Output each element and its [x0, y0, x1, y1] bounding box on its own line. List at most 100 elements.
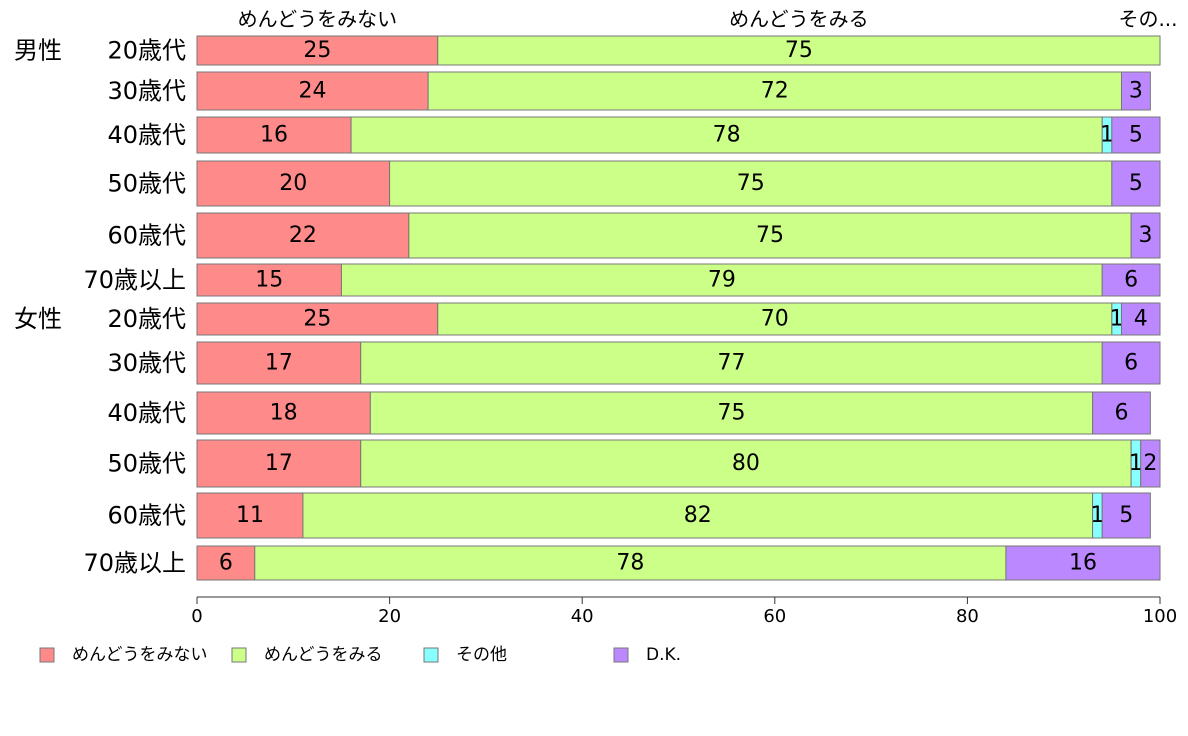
legend-swatch — [231, 647, 247, 663]
data-label: 1 — [1100, 123, 1114, 148]
bar-segment — [427, 71, 1122, 111]
bar-segment — [196, 302, 439, 336]
x-axis: 0 20 40 60 80 100 — [191, 596, 1177, 627]
legend-label: めんどうをみない — [72, 645, 208, 665]
bar-segment — [196, 341, 362, 385]
data-label: 11 — [236, 503, 264, 528]
data-label: 6 — [1124, 268, 1138, 293]
data-label: 3 — [1139, 223, 1153, 248]
x-tick-label: 20 — [378, 606, 401, 627]
bar-segment — [196, 439, 362, 488]
data-label: 2 — [1143, 451, 1157, 476]
row-label: 70歳以上 — [83, 266, 186, 294]
bar-segment — [437, 302, 1113, 336]
data-label: 5 — [1129, 123, 1143, 148]
data-label: 80 — [732, 451, 760, 476]
data-label: 1 — [1110, 307, 1124, 332]
data-label: 18 — [270, 401, 298, 426]
row-label: 50歳代 — [107, 170, 186, 198]
top-label-2: めんどうをみる — [729, 7, 868, 31]
bar-segment — [360, 439, 1132, 488]
data-label: 78 — [616, 551, 644, 576]
x-tick-label: 100 — [1143, 606, 1177, 627]
data-label: 25 — [303, 38, 331, 63]
bar-segment — [1101, 492, 1151, 539]
data-label: 20 — [279, 171, 307, 196]
row-label: 30歳代 — [107, 349, 186, 377]
bar-segment — [1092, 391, 1151, 435]
bar-segment — [369, 391, 1094, 435]
data-label: 77 — [717, 351, 745, 376]
data-label: 24 — [299, 79, 327, 104]
bar-segment — [408, 212, 1132, 259]
bar-segment — [196, 160, 391, 207]
bar-segment — [1005, 545, 1161, 581]
data-label: 25 — [303, 307, 331, 332]
data-label: 70 — [761, 307, 789, 332]
legend-label: めんどうをみる — [264, 645, 383, 665]
bar-segment — [340, 263, 1103, 297]
row-label: 40歳代 — [107, 399, 186, 427]
bar-segment — [196, 116, 352, 154]
data-label: 75 — [785, 38, 813, 63]
row-label: 70歳以上 — [83, 549, 186, 577]
data-label: 6 — [1114, 401, 1128, 426]
bar-segment — [1101, 341, 1161, 385]
data-label: 72 — [761, 79, 789, 104]
bar-segment — [1120, 302, 1161, 336]
legend-label: その他 — [456, 645, 507, 665]
row-label: 50歳代 — [107, 450, 186, 478]
data-label: 3 — [1129, 79, 1143, 104]
bar-segment — [196, 545, 256, 581]
data-label: 4 — [1134, 307, 1148, 332]
row-label: 30歳代 — [107, 77, 186, 105]
data-label: 16 — [1069, 551, 1097, 576]
bar-segment — [350, 116, 1103, 154]
legend-swatch — [39, 647, 55, 663]
group-label: 男性 — [14, 37, 62, 65]
x-tick-label: 40 — [571, 606, 594, 627]
legend: めんどうをみない めんどうをみる その他 D.K. — [39, 645, 681, 665]
legend-swatch — [423, 647, 439, 663]
data-label: 75 — [717, 401, 745, 426]
data-label: 79 — [708, 268, 736, 293]
data-label: 75 — [756, 223, 784, 248]
bar-segment — [360, 341, 1103, 385]
top-label-1: めんどうをみない — [238, 7, 397, 31]
data-label: 17 — [265, 351, 293, 376]
top-labels: めんどうをみない めんどうをみる その... — [238, 7, 1178, 31]
row-label: 20歳代 — [107, 305, 186, 333]
bar-segment — [437, 35, 1161, 66]
data-label: 6 — [1124, 351, 1138, 376]
data-label: 1 — [1090, 503, 1104, 528]
data-label: 17 — [265, 451, 293, 476]
row-labels: 20歳代 30歳代 40歳代 50歳代 60歳代 70歳以上 20歳代 30歳代 40歳代 50歳… — [14, 37, 186, 578]
row-label: 20歳代 — [107, 37, 186, 65]
legend-swatch — [613, 647, 629, 663]
x-tick-label: 60 — [763, 606, 786, 627]
row-label: 60歳代 — [107, 222, 186, 250]
legend-label: D.K. — [646, 645, 681, 665]
bar-segment — [1130, 212, 1161, 259]
bar-segment — [1101, 263, 1161, 297]
bar-segment — [196, 212, 410, 259]
bar-segment — [1111, 160, 1161, 207]
data-label: 1 — [1129, 451, 1143, 476]
bar-segment — [1111, 116, 1161, 154]
bar-segment — [196, 71, 429, 111]
data-label: 6 — [219, 551, 233, 576]
data-label: 16 — [260, 123, 288, 148]
bar-segment — [1120, 71, 1151, 111]
bar-segment — [196, 391, 371, 435]
data-label: 15 — [255, 268, 283, 293]
data-label: 82 — [684, 503, 712, 528]
data-label: 5 — [1119, 503, 1133, 528]
bar-segment — [196, 35, 439, 66]
top-label-3: その... — [1118, 7, 1177, 31]
row-label: 40歳代 — [107, 121, 186, 149]
data-label: 78 — [713, 123, 741, 148]
row-label: 60歳代 — [107, 502, 186, 530]
bar-segment — [196, 263, 342, 297]
